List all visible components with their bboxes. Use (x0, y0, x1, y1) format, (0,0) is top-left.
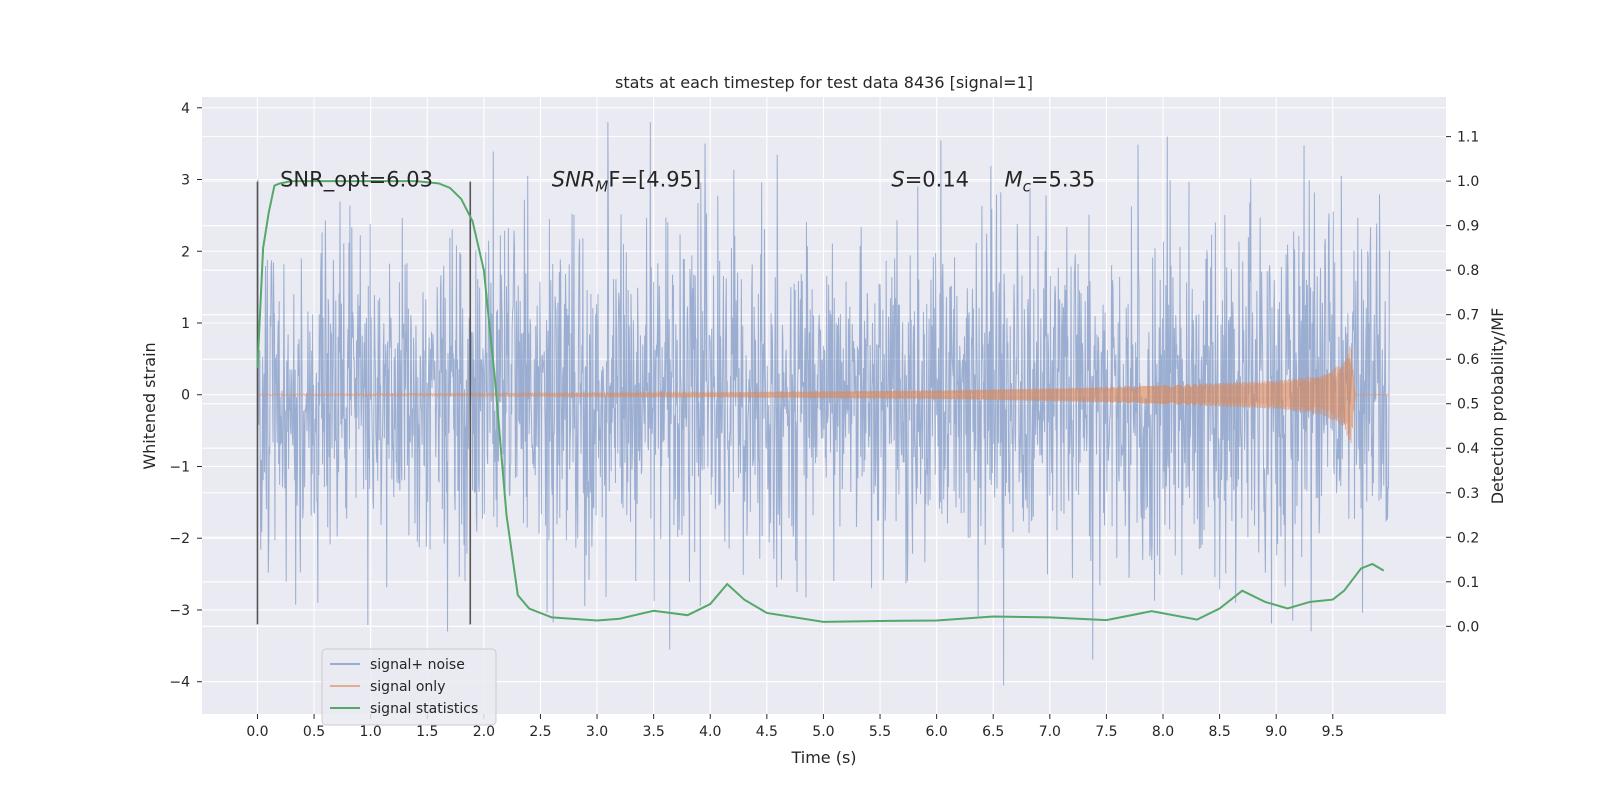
legend-label: signal+ noise (370, 657, 465, 673)
x-tick-label: 9.0 (1265, 724, 1287, 740)
legend: signal+ noise signal only signal statistic… (321, 648, 497, 726)
y2-tick-label: 0.0 (1457, 619, 1479, 635)
y-tick-label: 4 (181, 101, 190, 117)
legend-label: signal statistics (370, 701, 478, 717)
signal-only-line (257, 346, 1390, 444)
y-tick-label: −4 (169, 675, 190, 691)
x-tick-label: 3.0 (586, 724, 608, 740)
y2-tick-label: 0.4 (1457, 441, 1479, 457)
y2-tick-label: 0.7 (1457, 308, 1479, 324)
annotation-mc: Mc=5.35 (1005, 168, 1096, 196)
y-axis-title: Whitened strain (140, 342, 159, 469)
y2-tick-label: 0.9 (1457, 219, 1479, 235)
y-tick-label: 1 (181, 316, 190, 332)
y-tick-label: 2 (181, 244, 190, 260)
x-tick-label: 1.0 (360, 724, 382, 740)
y2-axis-title: Detection probability/MF (1488, 308, 1507, 505)
x-tick-label: 7.0 (1039, 724, 1061, 740)
x-tick-label: 5.5 (869, 724, 891, 740)
y2-tick-label: 1.0 (1457, 174, 1479, 190)
chart-title: stats at each timestep for test data 843… (615, 73, 1033, 92)
x-axis-ticks: 0.0 0.5 1.0 1.5 2.0 2.5 3.0 3.5 4.0 4.5 5.0 5.5 6.0 6… (246, 714, 1344, 740)
y2-tick-label: 1.1 (1457, 130, 1479, 146)
x-tick-label: 2.5 (529, 724, 551, 740)
x-tick-label: 7.5 (1095, 724, 1117, 740)
legend-label: signal only (370, 679, 445, 695)
plot-content (256, 122, 1390, 686)
x-tick-label: 4.0 (699, 724, 721, 740)
y2-tick-label: 0.6 (1457, 352, 1479, 368)
x-tick-label: 6.5 (982, 724, 1004, 740)
y-tick-label: −3 (169, 603, 190, 619)
x-tick-label: 4.5 (756, 724, 778, 740)
x-tick-label: 8.5 (1208, 724, 1230, 740)
vertical-marker-lines (256, 181, 472, 625)
y2-tick-label: 0.3 (1457, 486, 1479, 502)
y-axis-ticks: −4 −3 −2 −1 0 1 2 3 4 (169, 101, 202, 691)
x-axis-title: Time (s) (790, 748, 856, 767)
signal-plus-noise-line (256, 122, 1390, 686)
y-tick-label: −2 (169, 531, 190, 547)
y2-tick-label: 0.2 (1457, 530, 1479, 546)
y-tick-label: 3 (181, 173, 190, 189)
annotations: SNR_opt=6.03 SNRMF=[4.95] S=0.14 Mc=5.35 (280, 168, 1095, 196)
y-tick-label: 0 (181, 388, 190, 404)
y2-tick-label: 0.1 (1457, 575, 1479, 591)
x-tick-label: 9.5 (1322, 724, 1344, 740)
annotation-s: S=0.14 (891, 168, 969, 192)
x-tick-label: 8.0 (1152, 724, 1174, 740)
legend-box (321, 648, 497, 726)
x-tick-label: 1.5 (416, 724, 438, 740)
x-tick-label: 6.0 (925, 724, 947, 740)
annotation-snr_mf: SNRMF=[4.95] (552, 168, 701, 196)
y2-axis-ticks: 0.0 0.1 0.2 0.3 0.4 0.5 0.6 0.7 0.8 0.9 1.0 1.1 (1446, 130, 1479, 635)
annotation-snr_opt: SNR_opt=6.03 (280, 168, 433, 193)
x-tick-label: 5.0 (812, 724, 834, 740)
x-tick-label: 0.0 (246, 724, 268, 740)
y2-tick-label: 0.8 (1457, 263, 1479, 279)
x-tick-label: 2.0 (473, 724, 495, 740)
y-tick-label: −1 (169, 459, 190, 475)
signal-statistics-line (256, 180, 1385, 623)
x-tick-label: 0.5 (303, 724, 325, 740)
x-tick-label: 3.5 (643, 724, 665, 740)
y2-tick-label: 0.5 (1457, 397, 1479, 413)
